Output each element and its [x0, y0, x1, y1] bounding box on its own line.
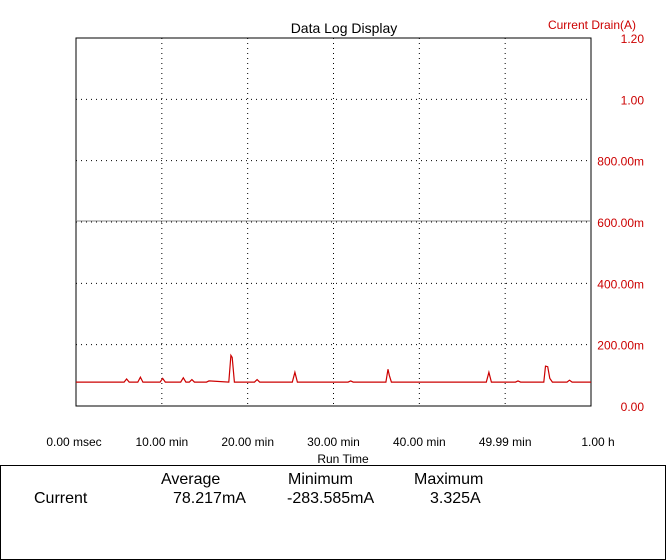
x-axis-ticks: 0.00 msec 10.00 min 20.00 min 30.00 min 40.0… — [46, 435, 614, 449]
stats-header-minimum: Minimum — [288, 471, 353, 488]
y-tick-label: 0.00 — [621, 400, 645, 414]
x-tick-label: 40.00 min — [393, 435, 446, 449]
x-tick-label: 30.00 min — [307, 435, 360, 449]
y-tick-label: 800.00m — [597, 155, 644, 169]
y-tick-label: 1.20 — [621, 32, 645, 46]
y-axis-label: Current Drain(A) — [548, 18, 636, 32]
y-tick-label: 200.00m — [597, 339, 644, 353]
x-tick-label: 10.00 min — [135, 435, 188, 449]
chart: Data Log Display Current Drain(A) Run Ti… — [46, 18, 644, 465]
x-tick-label: 1.00 h — [581, 435, 614, 449]
series-line — [76, 353, 591, 383]
x-tick-label: 0.00 msec — [46, 435, 101, 449]
stats-row-label: Current — [34, 490, 88, 507]
stats-header-maximum: Maximum — [414, 471, 484, 488]
stats-header-average: Average — [161, 471, 221, 488]
y-axis-ticks: 0.00 200.00m 400.00m 600.00m 800.00m 1.00 1.20 — [597, 32, 644, 414]
stats-panel: Average Minimum Maximum Current 78.217mA… — [0, 465, 666, 560]
x-tick-label: 49.99 min — [479, 435, 532, 449]
x-tick-label: 20.00 min — [221, 435, 274, 449]
series-group — [76, 353, 591, 383]
stats-minimum-value: -283.585mA — [287, 490, 375, 507]
stats-maximum-value: 3.325A — [430, 490, 481, 507]
x-axis-label: Run Time — [317, 452, 369, 465]
y-tick-label: 1.00 — [621, 93, 645, 107]
stats-average-value: 78.217mA — [173, 490, 246, 507]
chart-title: Data Log Display — [291, 20, 398, 36]
grid-lines — [76, 38, 591, 406]
y-tick-label: 600.00m — [597, 216, 644, 230]
y-tick-label: 400.00m — [597, 277, 644, 291]
